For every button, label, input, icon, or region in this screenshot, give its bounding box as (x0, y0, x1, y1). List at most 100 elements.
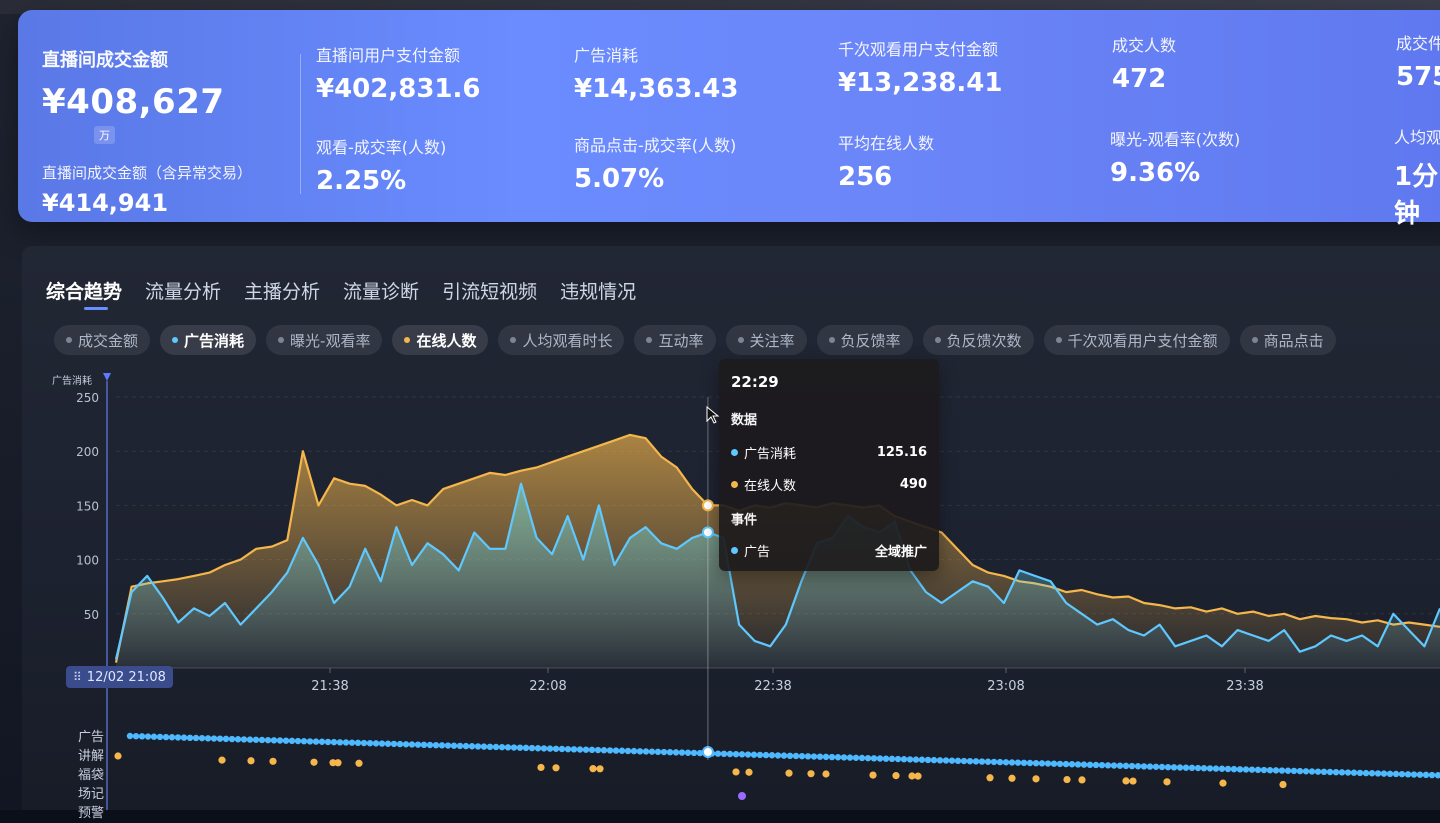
event-ad-marker (924, 756, 932, 764)
event-ad-marker (156, 733, 164, 741)
event-ad-marker (792, 752, 800, 760)
event-ad-marker (372, 740, 380, 747)
event-explain-marker (892, 772, 900, 780)
tooltip-section-events: 事件 (731, 513, 758, 528)
chip-label: 在线人数 (416, 331, 477, 350)
tab-traffic-diagnosis[interactable]: 流量诊断 (343, 277, 419, 304)
event-ad-marker (246, 736, 254, 743)
kpi-cell-label: 曝光-观看率(次数) (1110, 130, 1241, 149)
tab-short-video[interactable]: 引流短视频 (442, 277, 537, 304)
tooltip-row-name: 在线人数 (744, 479, 797, 494)
event-ad-marker (1194, 764, 1202, 772)
event-ad-marker (426, 741, 434, 749)
metric-chip[interactable]: 负反馈率 (816, 325, 913, 355)
event-ad-marker (1326, 768, 1334, 776)
tooltip-row-value: 490 (899, 477, 927, 492)
event-ad-marker (1332, 768, 1340, 776)
metric-chip[interactable]: 关注率 (725, 325, 807, 355)
metric-chip[interactable]: 曝光-观看率 (266, 325, 383, 355)
hover-point-online (701, 499, 714, 512)
event-explain-marker (552, 764, 560, 772)
chip-label: 成交金额 (78, 331, 139, 350)
event-ad-marker (1260, 766, 1268, 774)
tab-traffic-analysis[interactable]: 流量分析 (145, 277, 221, 304)
tab-violations[interactable]: 违规情况 (560, 277, 636, 304)
event-ad-marker (534, 745, 542, 752)
kpi-cell-label: 广告消耗 (574, 46, 639, 65)
event-ad-marker (666, 749, 674, 756)
event-ad-marker (1362, 769, 1370, 777)
event-explain-marker (1219, 779, 1227, 787)
tab-overall-trend[interactable]: 综合趋势 (46, 277, 122, 310)
event-explain-marker (732, 768, 740, 776)
event-ad-marker (378, 740, 386, 747)
chart-tooltip: 22:29 数据 广告消耗 125.16 在线人数 490 事件 广告 全域推广 (719, 359, 939, 571)
metric-chip[interactable]: 商品点击 (1239, 325, 1336, 355)
kpi-divider (300, 54, 301, 194)
event-ad-marker (876, 755, 884, 762)
kpi-cell-user-pay: 直播间用户支付金额 ¥402,831.6 (316, 42, 480, 104)
event-ad-marker (840, 754, 848, 761)
event-ad-marker (126, 732, 134, 740)
event-ad-marker (162, 733, 170, 741)
event-ad-marker (804, 753, 812, 760)
metric-chip[interactable]: 千次观看用户支付金额 (1043, 325, 1230, 355)
metric-chip[interactable]: 成交金额 (54, 325, 151, 355)
event-ad-marker (1404, 771, 1412, 778)
kpi-cell-avg-watch: 人均观 1分钟 (1394, 124, 1440, 230)
event-ad-marker (228, 735, 236, 743)
metric-chip[interactable]: 负反馈次数 (922, 325, 1034, 355)
event-label-record: 场记 (78, 787, 105, 802)
kpi-cell-view-conv: 观看-成交率(人数) 2.25% (316, 134, 446, 196)
event-ad-marker (978, 758, 986, 765)
event-ad-marker (606, 747, 614, 754)
event-ad-marker (756, 751, 764, 759)
event-ad-marker (324, 738, 332, 746)
event-ad-marker (144, 733, 152, 740)
event-ad-marker (270, 737, 278, 744)
event-ad-marker (1422, 771, 1430, 779)
event-ad-marker (1374, 770, 1382, 777)
event-ad-marker (330, 738, 338, 746)
event-ad-marker (1104, 762, 1112, 769)
event-ad-marker (816, 753, 824, 760)
tooltip-row-online: 在线人数 490 (731, 475, 927, 494)
kpi-cell-value: ¥13,238.41 (838, 68, 1003, 98)
event-ad-marker (1122, 762, 1130, 770)
event-ad-marker (456, 742, 464, 750)
event-ad-marker (960, 757, 968, 765)
events-track (114, 732, 1440, 800)
event-ad-marker (150, 733, 158, 740)
event-ad-marker (300, 738, 308, 745)
metric-chip[interactable]: 在线人数 (392, 325, 489, 355)
metric-chip[interactable]: 人均观看时长 (498, 325, 625, 355)
metric-chip[interactable]: 互动率 (634, 325, 716, 355)
event-ad-marker (1134, 763, 1142, 770)
kpi-cell-value: 2.25% (316, 166, 407, 196)
event-ad-marker (1416, 771, 1424, 778)
tab-anchor-analysis[interactable]: 主播分析 (244, 277, 320, 304)
chip-label: 负反馈率 (840, 331, 901, 350)
kpi-cell-gpm: 千次观看用户支付金额 ¥13,238.41 (838, 36, 1002, 98)
metric-chip[interactable]: 广告消耗 (160, 325, 257, 355)
event-ad-marker (864, 754, 872, 762)
event-explain-marker (355, 759, 363, 767)
event-ad-marker (1176, 764, 1184, 771)
event-explain-marker (1163, 778, 1171, 786)
event-explain-marker (1032, 775, 1040, 783)
event-ad-marker (1302, 768, 1310, 775)
event-ad-marker (384, 740, 392, 747)
event-ad-marker (1284, 767, 1292, 774)
event-ad-marker (1116, 762, 1124, 769)
event-ad-marker (618, 747, 626, 754)
kpi-cell-exposure-view: 曝光-观看率(次数) 9.36% (1110, 126, 1240, 188)
event-ad-marker (234, 736, 242, 743)
x-tick-label: 22:38 (754, 679, 791, 694)
event-ad-marker (1092, 761, 1100, 769)
event-ad-marker (444, 742, 452, 749)
event-ad-marker (1290, 767, 1298, 775)
tab-label: 主播分析 (244, 281, 321, 303)
event-ad-marker (1224, 765, 1232, 773)
range-start-handle[interactable]: ⠿ 12/02 21:08 (66, 666, 173, 688)
event-ad-marker (1338, 769, 1346, 776)
